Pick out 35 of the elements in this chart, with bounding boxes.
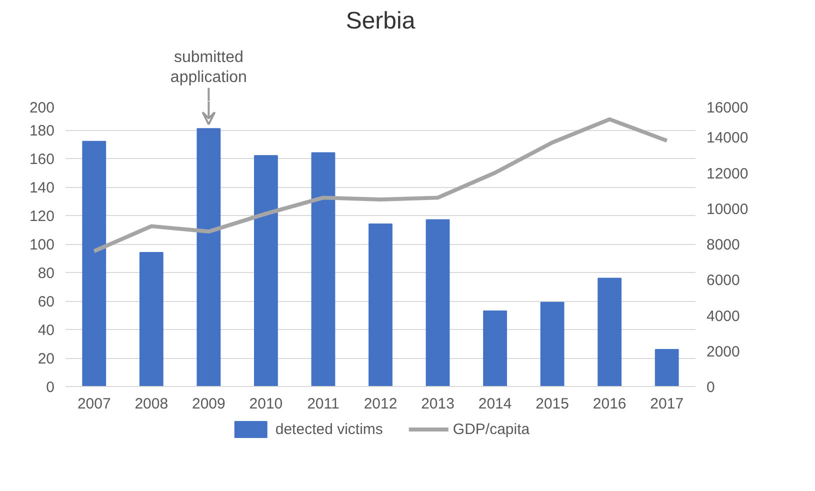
y-tick-label: 40 (38, 322, 55, 339)
x-tick-label: 2009 (192, 396, 226, 412)
legend-label: detected victims (275, 420, 383, 438)
legend-label: GDP/capita (452, 420, 530, 438)
y-tick-label: 0 (46, 379, 54, 396)
y-tick-label: 80 (38, 265, 55, 282)
x-tick-label: 2015 (536, 396, 570, 412)
x-tick-label: 2014 (478, 396, 512, 412)
y-tick-label: 20 (38, 350, 55, 368)
y2-tick-label: 2000 (706, 343, 740, 360)
annotation: submitted application (170, 49, 247, 86)
y2-tick-label: 4000 (706, 308, 740, 325)
y2-tick-label: 10000 (706, 200, 748, 218)
y2-tick-label: 16000 (706, 100, 748, 116)
y-tick-label: 200 (29, 100, 55, 116)
x-tick-label: 2007 (77, 396, 111, 412)
y-tick-label: 100 (29, 236, 55, 254)
y-tick-label: 180 (29, 122, 55, 140)
y2-tick-label: 0 (706, 379, 715, 396)
y2-tick-label: 6000 (706, 272, 740, 290)
y-tick-label: 160 (29, 151, 55, 168)
x-tick-label: 2010 (249, 396, 283, 412)
y2-tick-label: 12000 (706, 165, 748, 182)
x-tick-label: 2012 (364, 396, 398, 412)
y-tick-label: 60 (38, 294, 55, 310)
y-tick-label: 120 (29, 208, 55, 225)
x-tick-label: 2011 (307, 396, 340, 412)
y-tick-label: 140 (29, 180, 55, 196)
x-tick-label: 2016 (592, 396, 626, 412)
chart-title: Serbia (346, 8, 416, 34)
y2-tick-label: 14000 (706, 130, 748, 147)
x-tick-label: 2008 (134, 396, 168, 412)
y2-tick-label: 8000 (706, 236, 740, 254)
x-tick-label: 2013 (421, 396, 454, 412)
x-tick-label: 2017 (650, 396, 684, 412)
